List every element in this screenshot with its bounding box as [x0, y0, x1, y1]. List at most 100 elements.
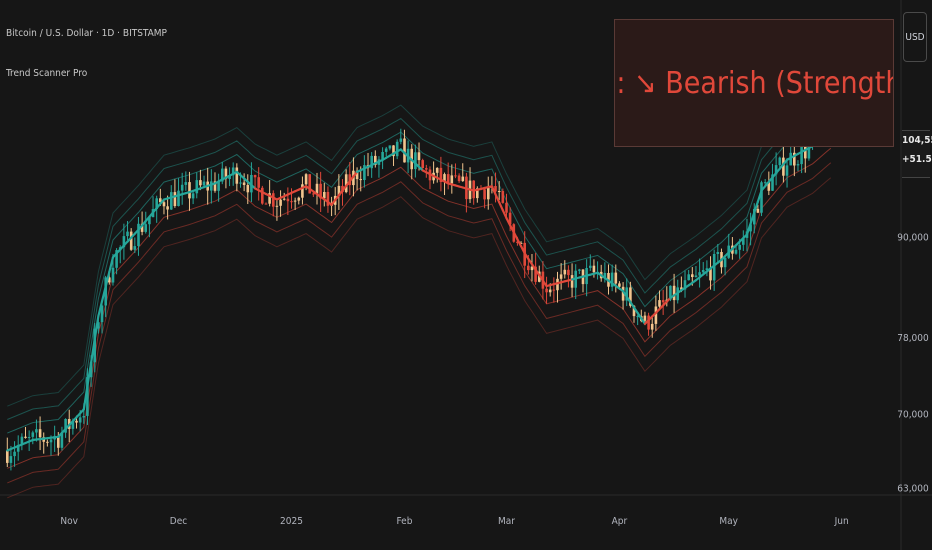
- candle-body: [363, 165, 366, 180]
- candle: [264, 202, 268, 205]
- candle-body: [202, 181, 206, 186]
- candle: [199, 169, 202, 191]
- candle: [363, 155, 366, 188]
- candle-body: [435, 167, 439, 173]
- candle-body: [734, 249, 738, 254]
- candle-body: [239, 182, 242, 184]
- candle-body: [133, 246, 137, 250]
- candle-body: [75, 420, 78, 423]
- candle: [658, 290, 661, 309]
- candle-body: [370, 155, 373, 169]
- candle-body: [742, 237, 745, 245]
- candle-body: [24, 436, 27, 438]
- candle-body: [38, 429, 42, 438]
- candle: [625, 278, 628, 307]
- candle: [421, 158, 424, 169]
- candle: [716, 243, 720, 263]
- candle-body: [698, 272, 701, 276]
- candle-body: [57, 435, 60, 448]
- candle-body: [567, 269, 570, 276]
- candle: [709, 256, 712, 290]
- candle-body: [399, 138, 403, 142]
- indicator-name[interactable]: Trend Scanner Pro: [6, 68, 88, 79]
- candle-body: [501, 191, 505, 203]
- trend-status-panel: Trend: ↘ Bearish (Strength 1/5): [614, 19, 894, 147]
- candle-body: [359, 179, 362, 181]
- candle: [672, 273, 676, 313]
- candle: [796, 160, 800, 172]
- candle-body: [749, 224, 752, 232]
- candle-body: [319, 183, 322, 199]
- candle-body: [505, 202, 508, 213]
- candle-body: [115, 250, 118, 268]
- candle: [454, 163, 457, 179]
- trend-segment: [516, 238, 523, 248]
- candle-body: [403, 138, 406, 163]
- candle: [446, 162, 450, 190]
- candle-body: [450, 175, 454, 184]
- candle-body: [701, 270, 705, 273]
- candle-body: [756, 208, 760, 213]
- trend-segment: [93, 314, 100, 341]
- candle-body: [381, 152, 384, 160]
- candle-body: [210, 181, 213, 191]
- time-tick-label: Jun: [834, 516, 849, 527]
- candle: [162, 199, 166, 215]
- candle-body: [49, 439, 53, 443]
- candle-body: [534, 266, 537, 282]
- candle: [545, 276, 548, 304]
- candle: [457, 173, 461, 183]
- candle-body: [246, 185, 250, 193]
- candle-body: [425, 168, 428, 170]
- candle-body: [800, 145, 803, 165]
- candle: [734, 245, 738, 255]
- candle: [235, 163, 239, 192]
- candle-body: [355, 170, 359, 180]
- currency-button[interactable]: USD: [903, 12, 927, 62]
- candle-body: [224, 168, 228, 179]
- trend-segment: [509, 224, 515, 234]
- candle-body: [108, 277, 111, 283]
- candle-body: [64, 419, 67, 433]
- candle-body: [610, 272, 614, 287]
- candle-body: [614, 272, 618, 284]
- candle-body: [793, 152, 796, 166]
- candle-body: [140, 223, 144, 232]
- candle-body: [658, 300, 661, 307]
- candle: [497, 181, 501, 201]
- trend-segment: [632, 306, 639, 315]
- candle-body: [516, 241, 519, 243]
- candle: [683, 270, 687, 298]
- candle-body: [180, 184, 184, 191]
- candle: [483, 188, 486, 209]
- candle: [403, 129, 406, 163]
- candle-body: [753, 208, 756, 225]
- candle-body: [647, 315, 650, 330]
- candle-body: [315, 183, 319, 194]
- candle-body: [297, 197, 301, 201]
- candle-body: [344, 174, 348, 193]
- candle: [778, 156, 782, 168]
- candle-body: [629, 287, 632, 306]
- candle-body: [323, 192, 326, 199]
- candle: [698, 258, 701, 288]
- candle-body: [326, 192, 330, 206]
- candle: [217, 173, 220, 202]
- candle: [297, 196, 301, 205]
- candle: [261, 185, 264, 205]
- candle-body: [643, 315, 647, 321]
- candle-body: [100, 305, 104, 323]
- trend-segment: [490, 185, 497, 196]
- price-tick-label: 63,000: [897, 484, 929, 495]
- candle: [392, 145, 395, 166]
- candle-body: [27, 437, 31, 438]
- candle-body: [144, 224, 147, 232]
- candle: [126, 220, 129, 240]
- candle-body: [199, 180, 202, 186]
- candle-body: [104, 277, 107, 306]
- candle-body: [337, 185, 341, 196]
- price-tick-label: 78,000: [897, 333, 929, 344]
- candle: [793, 144, 796, 177]
- candle-body: [191, 193, 195, 199]
- trend-segment: [86, 361, 93, 388]
